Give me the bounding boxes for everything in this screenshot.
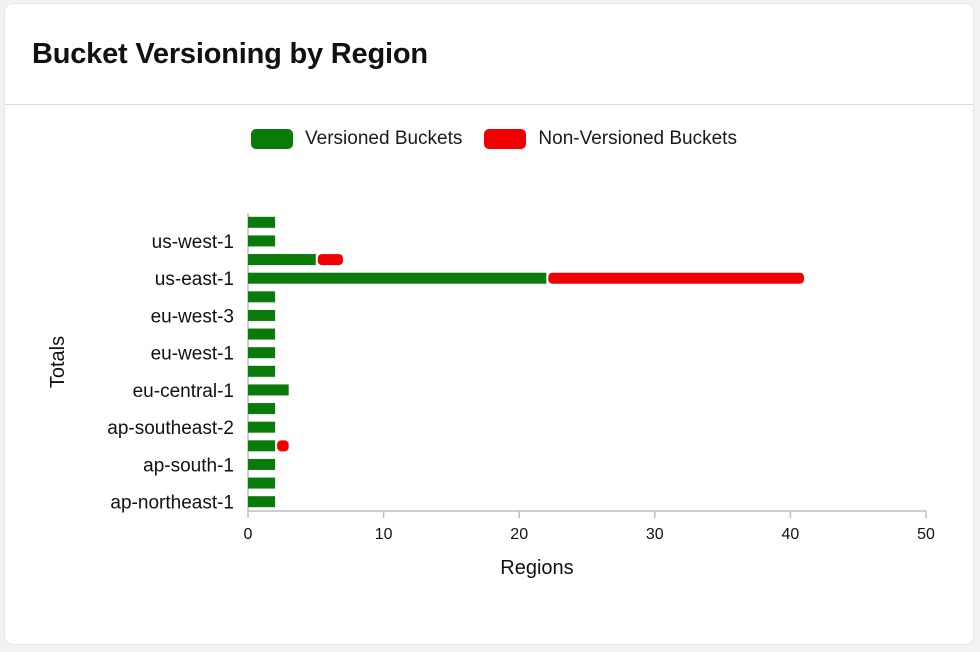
legend-swatch-versioned <box>251 129 294 149</box>
bar-versioned[interactable]: ap-southeast-2 — Versioned Buckets: 2 <box>248 421 276 433</box>
bar-versioned[interactable]: eu-west-1 — Versioned Buckets: 2 <box>248 347 276 359</box>
bar-versioned[interactable]: eu-west-3 — Versioned Buckets: 2 <box>248 309 276 321</box>
bar-versioned[interactable]: us-west-2 — Versioned Buckets: 2 <box>248 216 276 228</box>
x-tick-label: 10 <box>375 526 393 543</box>
bar-versioned[interactable]: ca-central-1 — Versioned Buckets: 2 <box>248 403 276 415</box>
y-tick-label: us-west-1 <box>152 232 234 253</box>
legend-item-versioned[interactable]: Versioned Buckets <box>251 128 462 150</box>
bar-versioned[interactable]: ap-northeast-2 — Versioned Buckets: 2 <box>248 477 276 489</box>
bar-versioned[interactable]: ap-northeast-1 — Versioned Buckets: 2 <box>248 496 276 508</box>
bar-versioned[interactable]: us-east-2 — Versioned Buckets: 5 <box>248 254 316 266</box>
page-title: Bucket Versioning by Region <box>32 37 428 70</box>
bar-non-versioned[interactable]: us-east-1 — Non-Versioned Buckets: 19 <box>548 272 804 284</box>
bar-versioned[interactable]: eu-north-1 — Versioned Buckets: 2 <box>248 365 276 377</box>
chart-legend: Versioned Buckets Non-Versioned Buckets <box>0 128 980 150</box>
y-tick-label: ap-southeast-2 <box>107 418 234 439</box>
bar-versioned[interactable]: sa-east-1 — Versioned Buckets: 2 <box>248 291 276 303</box>
x-tick-label: 20 <box>510 526 528 543</box>
x-tick-label: 30 <box>646 526 664 543</box>
y-tick-label: eu-central-1 <box>133 381 234 402</box>
bar-versioned[interactable]: eu-west-2 — Versioned Buckets: 2 <box>248 328 276 340</box>
bar-versioned[interactable]: eu-central-1 — Versioned Buckets: 3 <box>248 384 289 396</box>
bar-versioned[interactable]: ap-southeast-1 — Versioned Buckets: 2 <box>248 440 276 452</box>
y-tick-label: ap-northeast-1 <box>110 493 234 514</box>
legend-item-non-versioned[interactable]: Non-Versioned Buckets <box>484 128 737 150</box>
legend-label-versioned: Versioned Buckets <box>305 128 463 149</box>
bar-versioned[interactable]: ap-south-1 — Versioned Buckets: 2 <box>248 458 276 470</box>
y-axis-title: Totals <box>47 336 69 388</box>
y-tick-label: us-east-1 <box>155 269 234 290</box>
bar-non-versioned[interactable]: us-east-2 — Non-Versioned Buckets: 2 <box>317 254 343 266</box>
y-tick-label: eu-west-1 <box>151 344 234 365</box>
legend-label-non-versioned: Non-Versioned Buckets <box>538 128 737 149</box>
bar-versioned[interactable]: us-west-1 — Versioned Buckets: 2 <box>248 235 276 247</box>
bar-versioned[interactable]: us-east-1 — Versioned Buckets: 22 <box>248 272 547 284</box>
y-tick-label: ap-south-1 <box>143 455 234 476</box>
x-tick-label: 40 <box>782 526 800 543</box>
y-tick-label: eu-west-3 <box>151 306 234 327</box>
legend-swatch-non-versioned <box>484 129 527 149</box>
bar-non-versioned[interactable]: ap-southeast-1 — Non-Versioned Buckets: … <box>277 440 289 452</box>
card-header: Bucket Versioning by Region <box>5 4 973 105</box>
x-tick-label: 50 <box>917 526 935 543</box>
x-axis-title: Regions <box>500 557 573 579</box>
x-tick-label: 0 <box>244 526 253 543</box>
chart-card: Bucket Versioning by Region <box>5 4 973 644</box>
